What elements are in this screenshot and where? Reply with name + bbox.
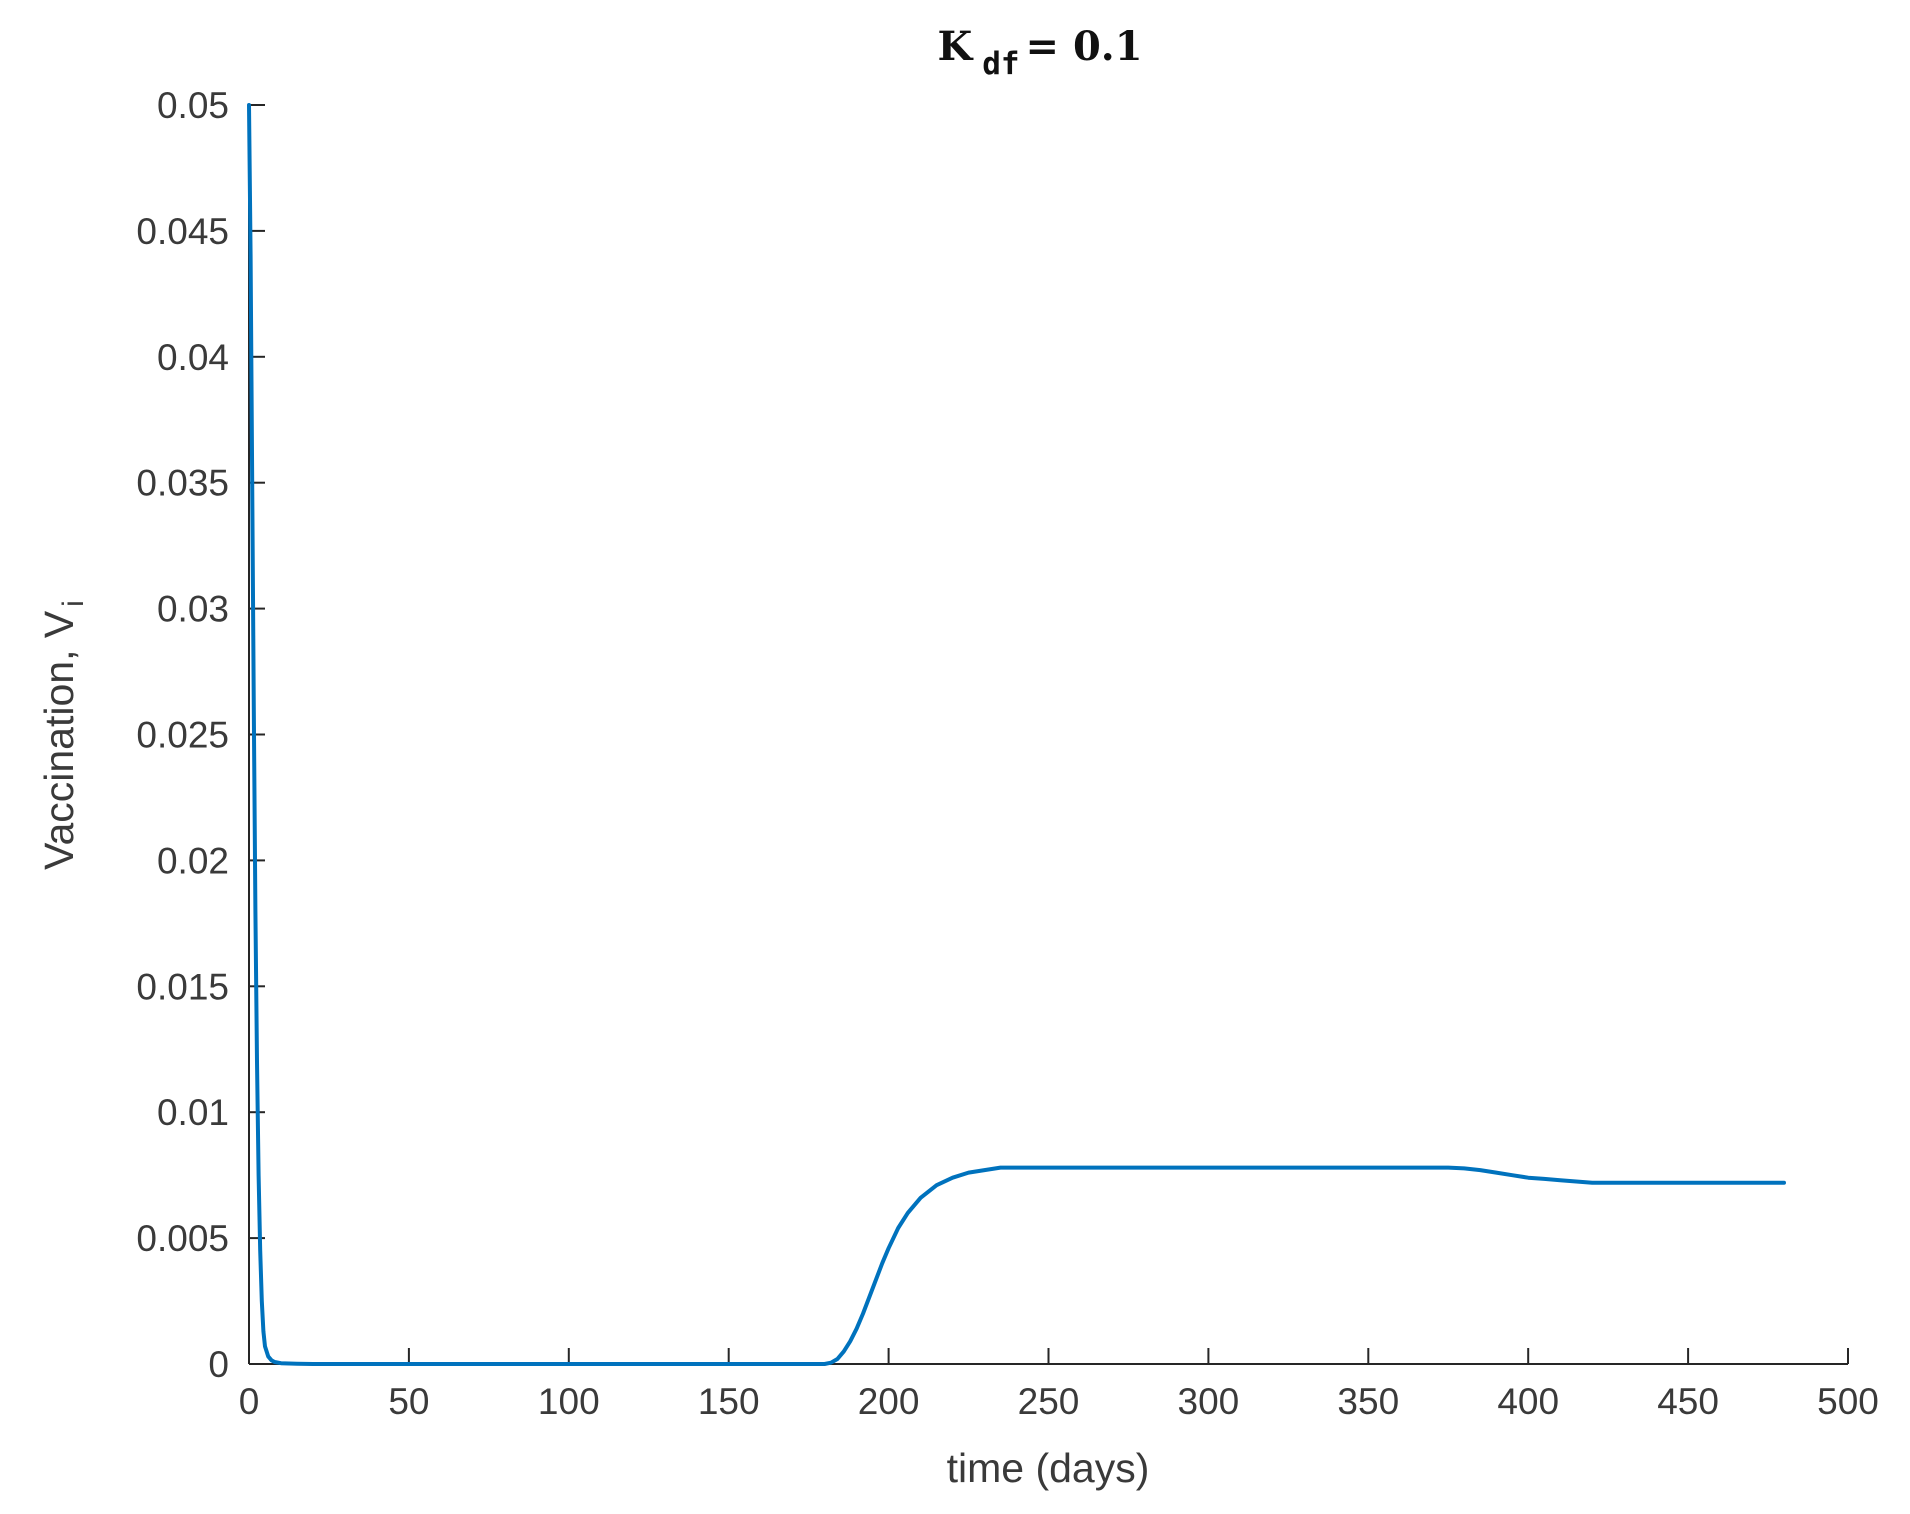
chart-title-subscript: df (982, 46, 1019, 82)
y-ticks: 0 0.005 0.01 0.015 0.02 0.025 0.03 0.035 0.04 0.0… (136, 85, 265, 1385)
x-tick-label: 0 (239, 1381, 260, 1422)
y-axis-label-subscript: i (57, 600, 90, 607)
x-tick-label: 50 (388, 1381, 429, 1422)
y-tick-label: 0.025 (136, 715, 229, 756)
x-tick-label: 350 (1337, 1381, 1399, 1422)
x-tick-label: 400 (1497, 1381, 1559, 1422)
y-tick-label: 0.01 (157, 1092, 229, 1133)
y-tick-label: 0.005 (136, 1218, 229, 1259)
y-tick-label: 0.035 (136, 463, 229, 504)
x-tick-label: 250 (1018, 1381, 1080, 1422)
x-tick-label: 150 (698, 1381, 760, 1422)
axes (248, 105, 1848, 1365)
chart-title-suffix: = 0.1 (1026, 23, 1143, 70)
series-line-vaccination (247, 103, 1786, 1366)
chart-title-base: K (937, 23, 973, 70)
y-tick-label: 0.05 (157, 85, 229, 126)
x-tick-label: 450 (1657, 1381, 1719, 1422)
x-tick-label: 500 (1817, 1381, 1879, 1422)
y-tick-label: 0 (208, 1344, 229, 1385)
y-tick-label: 0.04 (157, 337, 229, 378)
y-tick-label: 0.045 (136, 211, 229, 252)
y-tick-label: 0.03 (157, 589, 229, 630)
x-axis-label: time (days) (947, 1445, 1150, 1491)
x-tick-label: 300 (1178, 1381, 1240, 1422)
chart-title: K df = 0.1 (937, 23, 1142, 82)
x-tick-label: 100 (538, 1381, 600, 1422)
x-tick-label: 200 (858, 1381, 920, 1422)
y-axis-label-base: Vaccination, V (36, 610, 82, 870)
y-tick-label: 0.02 (157, 840, 229, 881)
x-ticks: 0 50 100 150 200 250 300 350 400 450 500 (239, 1348, 1879, 1422)
y-tick-label: 0.015 (136, 966, 229, 1007)
y-axis-label: Vaccination, V i (36, 600, 90, 870)
